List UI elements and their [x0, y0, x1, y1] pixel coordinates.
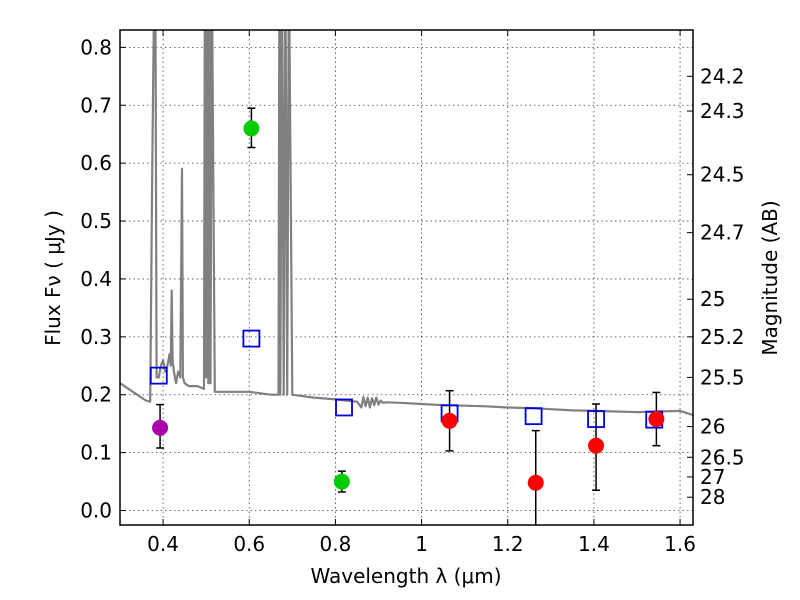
y-tick-label-6: 0.6	[80, 151, 112, 175]
observed-point-4	[527, 474, 544, 491]
x-tick-label-1: 0.6	[233, 532, 265, 556]
y-tick-label-8: 0.8	[80, 35, 112, 59]
axis-ticks: 0.4 0.6 0.8 1 1.2 1.4 1.6 0.0 0.1 0.2 0.3 0.4 0.5 0.6…	[80, 30, 745, 556]
series-layer	[120, 30, 693, 525]
y2-tick-label-8: 26.5	[700, 445, 745, 469]
model-square-0	[149, 366, 168, 385]
observed-point-5	[588, 437, 605, 454]
y2-tick-label-3: 24.7	[700, 221, 745, 245]
model-square-2	[335, 398, 353, 417]
x-tick-label-2: 0.8	[320, 532, 352, 556]
x-tick-label-5: 1.4	[578, 532, 610, 556]
x-tick-label-6: 1.6	[664, 532, 696, 556]
y-tick-label-3: 0.3	[80, 325, 112, 349]
y2-tick-label-9: 27	[700, 465, 725, 489]
y2-tick-label-5: 25.2	[700, 325, 745, 349]
x-tick-label-3: 1	[415, 532, 428, 556]
y2-tick-label-2: 24.5	[700, 163, 745, 187]
y-tick-label-4: 0.4	[80, 267, 112, 291]
y2-tick-label-1: 24.3	[700, 99, 745, 123]
y2-axis-title: Magnitude (AB)	[758, 200, 782, 355]
observed-point-2	[333, 473, 350, 490]
y2-tick-label-6: 25.5	[700, 365, 745, 389]
observed-point-3	[441, 412, 458, 429]
y-tick-label-7: 0.7	[80, 93, 112, 117]
model-square-5	[587, 410, 605, 428]
y-axis-title: Flux Fν ( μJy )	[41, 210, 65, 346]
observed-point-1	[243, 120, 260, 137]
y2-tick-label-4: 25	[700, 287, 725, 311]
x-axis-title: Wavelength λ (μm)	[310, 564, 501, 588]
y-tick-label-1: 0.1	[80, 441, 112, 465]
sed-template-line	[120, 30, 693, 417]
x-tick-label-0: 0.4	[147, 532, 179, 556]
y2-tick-label-10: 28	[700, 485, 725, 509]
y2-tick-label-7: 26	[700, 415, 725, 439]
y-tick-label-0: 0.0	[80, 499, 112, 523]
x-tick-label-4: 1.2	[492, 532, 524, 556]
observed-point-0	[152, 419, 169, 436]
y-tick-label-5: 0.5	[80, 209, 112, 233]
model-square-4	[524, 407, 543, 426]
y-tick-label-2: 0.2	[80, 383, 112, 407]
observed-point-6	[648, 411, 665, 428]
model-square-1	[242, 329, 261, 348]
y2-tick-label-0: 24.2	[700, 64, 745, 88]
plot-frame	[119, 29, 694, 526]
